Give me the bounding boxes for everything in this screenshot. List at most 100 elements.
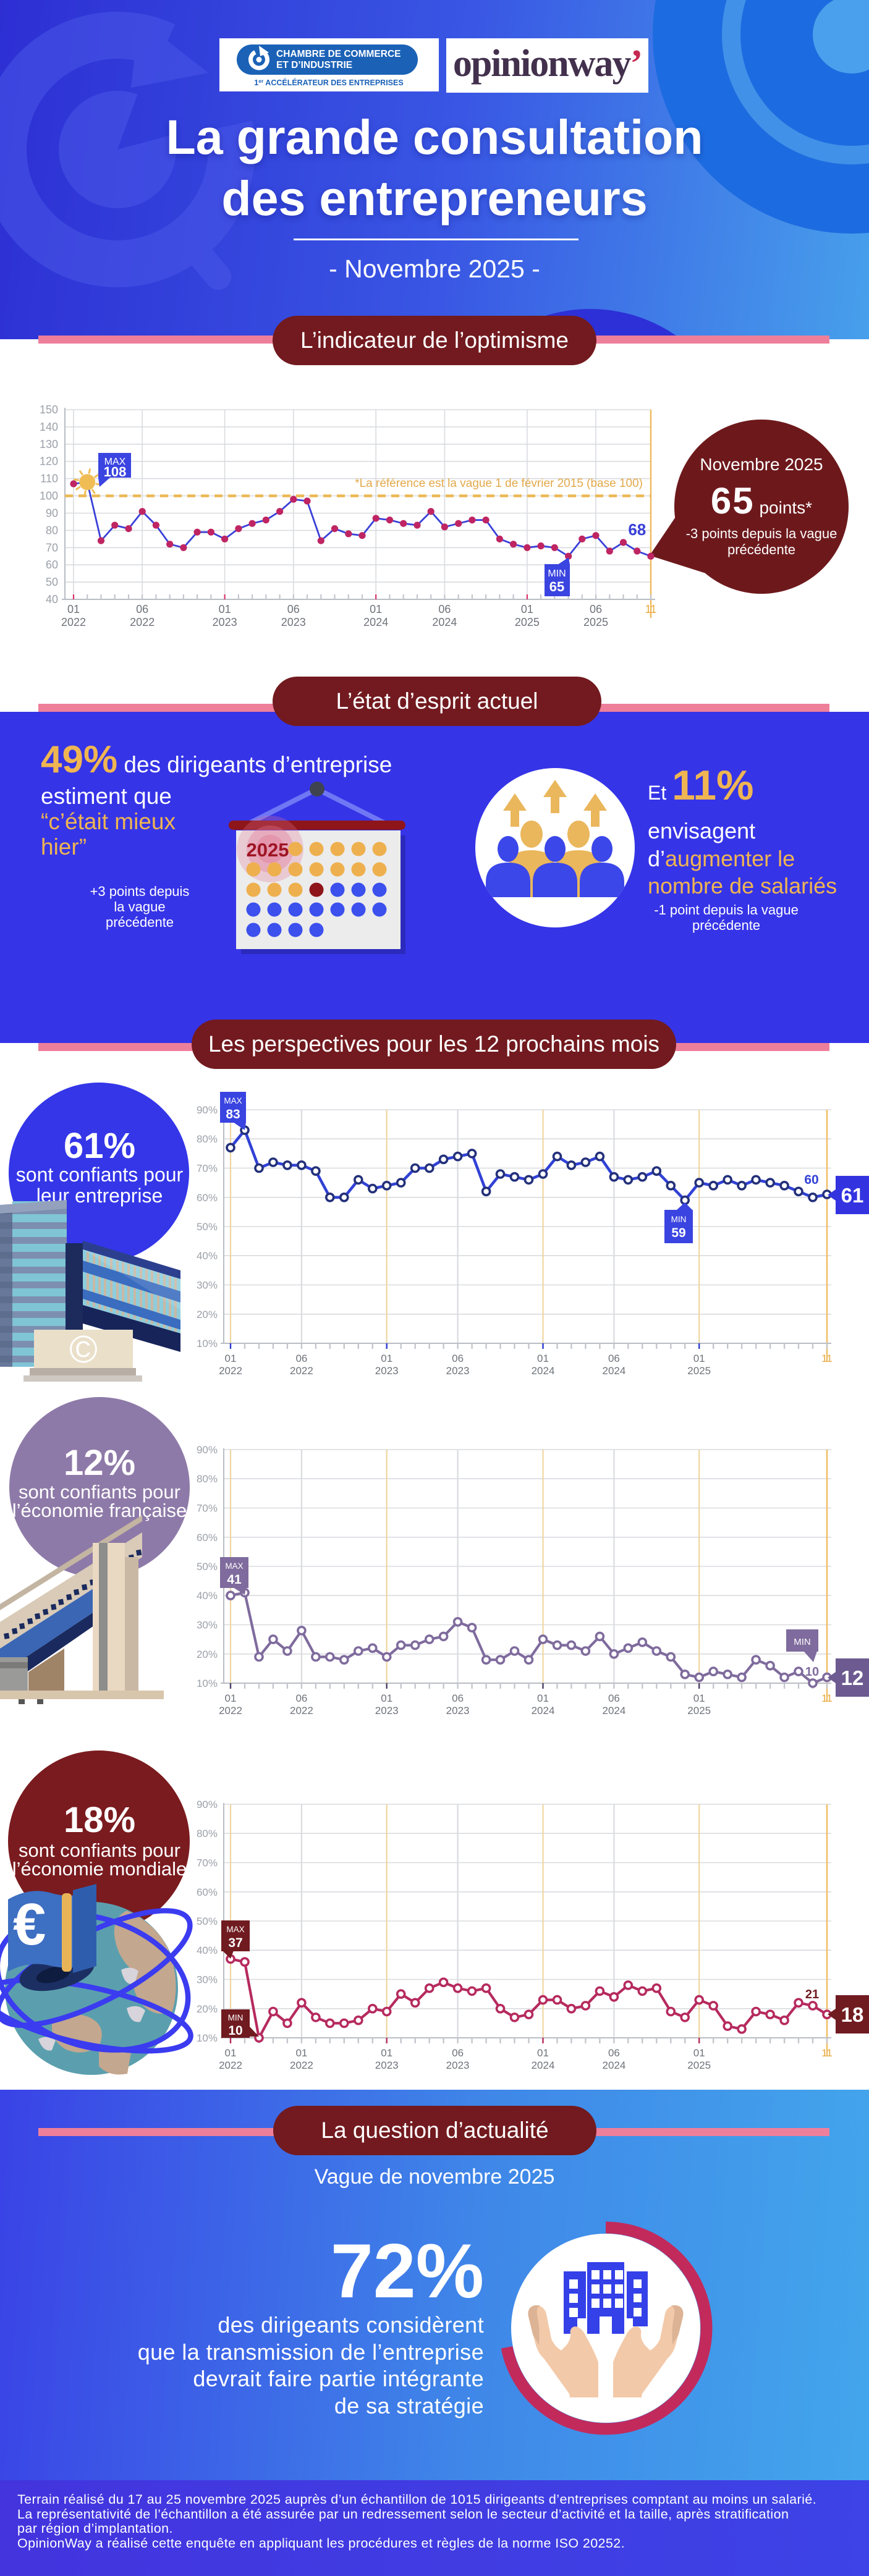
svg-text:41: 41: [227, 1573, 242, 1587]
svg-text:01: 01: [521, 603, 533, 615]
svg-text:2025: 2025: [687, 2059, 711, 2071]
svg-text:MAX: MAX: [225, 1561, 243, 1571]
svg-text:10%: 10%: [197, 1338, 218, 1349]
svg-text:130: 130: [40, 438, 58, 450]
svg-text:2022: 2022: [130, 616, 155, 628]
svg-text:2023: 2023: [281, 616, 306, 628]
svg-text:©: ©: [69, 1328, 98, 1371]
svg-text:01: 01: [225, 1692, 237, 1704]
svg-text:150: 150: [40, 403, 58, 416]
svg-text:50%: 50%: [197, 1915, 218, 1927]
svg-text:2022: 2022: [219, 2059, 242, 2071]
svg-text:80%: 80%: [197, 1828, 218, 1839]
svg-text:06: 06: [452, 2047, 464, 2059]
svg-text:100: 100: [40, 490, 58, 502]
svg-text:70%: 70%: [197, 1163, 218, 1175]
svg-text:50%: 50%: [197, 1221, 218, 1233]
svg-text:01: 01: [537, 1353, 549, 1364]
svg-text:90%: 90%: [197, 1799, 218, 1810]
svg-text:06: 06: [590, 603, 602, 615]
svg-text:60: 60: [46, 559, 58, 571]
svg-text:30%: 30%: [197, 1974, 218, 1986]
svg-text:21: 21: [805, 1988, 819, 2001]
svg-text:01: 01: [219, 603, 231, 615]
svg-text:40%: 40%: [197, 1945, 218, 1956]
svg-text:MIN: MIN: [548, 568, 566, 579]
svg-text:2024: 2024: [532, 2059, 555, 2071]
svg-text:06: 06: [452, 1692, 464, 1704]
svg-text:2023: 2023: [446, 2059, 470, 2071]
svg-text:2024: 2024: [602, 1705, 625, 1717]
svg-text:01: 01: [67, 603, 80, 615]
svg-text:€: €: [13, 1891, 46, 1957]
svg-text:2025: 2025: [687, 1365, 711, 1377]
svg-text:2022: 2022: [61, 616, 86, 628]
svg-text:50: 50: [46, 576, 58, 588]
svg-text:MIN: MIN: [228, 2013, 244, 2022]
svg-text:10%: 10%: [197, 2032, 218, 2044]
svg-text:2023: 2023: [446, 1705, 470, 1717]
svg-text:2024: 2024: [602, 2059, 625, 2071]
svg-text:MAX: MAX: [226, 1925, 244, 1934]
svg-text:60: 60: [804, 1173, 818, 1187]
svg-text:37: 37: [228, 1936, 242, 1950]
svg-text:01: 01: [693, 1353, 705, 1364]
svg-text:68: 68: [628, 520, 646, 539]
svg-text:80%: 80%: [197, 1133, 218, 1145]
svg-text:2024: 2024: [602, 1365, 625, 1377]
svg-text:11: 11: [821, 2047, 833, 2059]
svg-text:30%: 30%: [197, 1620, 218, 1631]
svg-text:01: 01: [381, 1353, 392, 1364]
svg-text:01: 01: [693, 1692, 705, 1704]
svg-text:MAX: MAX: [224, 1096, 242, 1105]
svg-text:01: 01: [295, 2047, 307, 2059]
svg-text:01: 01: [693, 2047, 705, 2059]
svg-text:01: 01: [370, 603, 382, 615]
svg-text:90: 90: [46, 507, 58, 520]
svg-text:120: 120: [40, 455, 58, 468]
svg-text:01: 01: [225, 2047, 237, 2059]
svg-text:2024: 2024: [532, 1365, 555, 1377]
svg-text:06: 06: [438, 603, 451, 615]
svg-text:2022: 2022: [290, 1365, 313, 1377]
svg-text:10: 10: [805, 1665, 819, 1679]
svg-text:70: 70: [46, 541, 58, 554]
svg-text:140: 140: [40, 421, 58, 433]
svg-text:*La référence est la vague 1 d: *La référence est la vague 1 de février …: [355, 477, 643, 490]
svg-text:80%: 80%: [197, 1473, 218, 1485]
svg-text:2023: 2023: [375, 1705, 399, 1717]
svg-text:MIN: MIN: [794, 1637, 811, 1647]
svg-text:2024: 2024: [532, 1705, 555, 1717]
svg-text:110: 110: [40, 473, 58, 485]
svg-text:20%: 20%: [197, 1309, 218, 1320]
svg-text:40: 40: [46, 593, 58, 606]
svg-text:01: 01: [225, 1353, 237, 1364]
svg-text:06: 06: [608, 2047, 620, 2059]
svg-text:65: 65: [549, 579, 564, 594]
svg-text:2023: 2023: [375, 1365, 399, 1377]
svg-text:2023: 2023: [213, 616, 237, 628]
svg-text:06: 06: [608, 1692, 620, 1704]
svg-text:MIN: MIN: [671, 1215, 687, 1224]
svg-text:01: 01: [537, 1692, 549, 1704]
svg-text:06: 06: [136, 603, 148, 615]
svg-text:06: 06: [287, 603, 300, 615]
svg-text:30%: 30%: [197, 1280, 218, 1291]
svg-text:70%: 70%: [197, 1503, 218, 1514]
svg-text:90%: 90%: [197, 1104, 218, 1116]
svg-text:ET D’INDUSTRIE: ET D’INDUSTRIE: [276, 60, 352, 70]
svg-text:2024: 2024: [363, 616, 388, 628]
svg-text:2025: 2025: [515, 616, 540, 628]
svg-text:80: 80: [46, 524, 58, 536]
svg-text:CHAMBRE DE COMMERCE: CHAMBRE DE COMMERCE: [276, 49, 401, 59]
svg-text:2022: 2022: [290, 2059, 313, 2071]
svg-text:1er ACCÉLÉRATEUR DES ENTREPRIS: 1er ACCÉLÉRATEUR DES ENTREPRISES: [254, 78, 403, 87]
svg-text:MAX: MAX: [104, 457, 126, 467]
svg-text:18: 18: [841, 2003, 864, 2026]
svg-text:83: 83: [226, 1107, 240, 1121]
svg-text:2024: 2024: [432, 616, 457, 628]
svg-text:2022: 2022: [219, 1365, 242, 1377]
svg-text:01: 01: [537, 2047, 549, 2059]
svg-text:06: 06: [608, 1353, 620, 1364]
svg-text:2023: 2023: [446, 1365, 470, 1377]
